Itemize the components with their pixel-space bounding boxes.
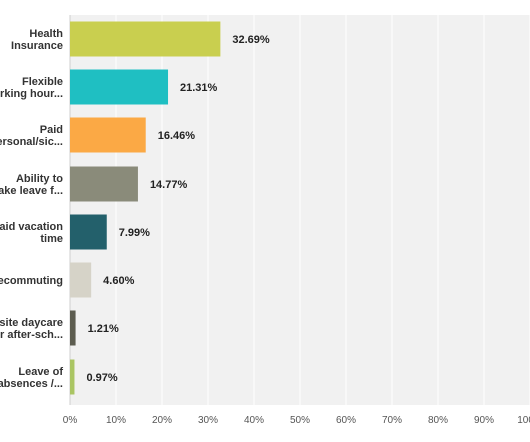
category-label: Leave of absences /... <box>0 366 63 390</box>
x-tick-label: 70% <box>382 415 402 426</box>
x-tick-label: 50% <box>290 415 310 426</box>
bar[interactable] <box>70 262 92 298</box>
x-tick-label: 80% <box>428 415 448 426</box>
bar[interactable] <box>70 21 221 57</box>
value-label: 32.69% <box>232 34 270 46</box>
x-tick-label: 100% <box>517 415 530 426</box>
x-tick-label: 10% <box>106 415 126 426</box>
bar[interactable] <box>70 166 138 202</box>
x-tick-label: 0% <box>63 415 78 426</box>
category-labels: Health Insurance Flexible orking hour... Pai… <box>0 28 63 390</box>
x-tick-label: 60% <box>336 415 356 426</box>
bar[interactable] <box>70 117 146 153</box>
x-axis-ticks: 0% 10% 20% 30% 40% 50% 60% 70% 80% 90% 100% <box>63 415 530 426</box>
value-label: 4.60% <box>103 275 134 287</box>
bars <box>70 21 221 395</box>
value-label: 16.46% <box>158 130 196 142</box>
x-tick-label: 30% <box>198 415 218 426</box>
bar[interactable] <box>70 69 169 105</box>
value-labels: 32.69% 21.31% 16.46% 14.77% 7.99% 4.60% 1.21% 0… <box>86 34 269 384</box>
category-label: ecommuting <box>0 275 63 287</box>
category-label: Health Insurance <box>11 28 63 52</box>
value-label: 14.77% <box>150 179 188 191</box>
category-label: Flexible orking hour... <box>0 76 63 100</box>
value-label: 7.99% <box>119 227 150 239</box>
bar[interactable] <box>70 359 75 395</box>
value-label: 0.97% <box>86 372 117 384</box>
value-label: 1.21% <box>88 323 119 335</box>
x-tick-label: 40% <box>244 415 264 426</box>
value-label: 21.31% <box>180 82 218 94</box>
x-tick-label: 20% <box>152 415 172 426</box>
bar[interactable] <box>70 310 76 346</box>
bar[interactable] <box>70 214 107 250</box>
category-label: Ability to ake leave f... <box>0 173 63 197</box>
category-label: Paid ersonal/sic... <box>0 124 63 148</box>
x-tick-label: 90% <box>474 415 494 426</box>
